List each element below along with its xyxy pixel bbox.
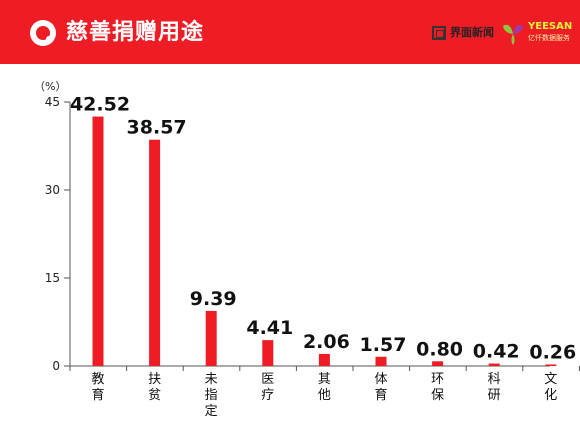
header-bar: 慈善捐赠用途 界面新闻 YEESAN 亿仟数据服务 — [0, 0, 580, 64]
data-label: 42.52 — [70, 94, 130, 116]
x-tick-label: 未指定 — [204, 372, 218, 419]
partner-subtitle: 亿仟数据服务 — [528, 34, 570, 42]
data-label: 9.39 — [190, 288, 237, 310]
y-axis-unit: （%） — [34, 80, 67, 93]
y-tick-label: 0 — [52, 359, 60, 373]
target-icon — [30, 20, 56, 46]
data-label: 0.80 — [416, 338, 463, 360]
x-tick-label: 体育 — [374, 372, 388, 403]
chart-title: 慈善捐赠用途 — [66, 20, 205, 45]
data-label: 1.57 — [360, 334, 407, 356]
y-tick-label: 30 — [45, 183, 60, 197]
data-label: 0.26 — [529, 341, 576, 363]
data-label: 0.42 — [473, 341, 520, 363]
bar — [375, 356, 387, 366]
data-label: 2.06 — [303, 331, 350, 353]
x-tick-label: 扶贫 — [148, 372, 162, 403]
y-tick-label: 45 — [45, 95, 60, 109]
x-tick-label: 医疗 — [261, 372, 275, 403]
x-tick-label: 教育 — [91, 372, 105, 403]
bar — [205, 310, 217, 366]
bar — [92, 116, 104, 366]
partner-name: YEESAN — [528, 21, 573, 32]
bar — [545, 364, 557, 366]
x-tick-label: 环保 — [431, 372, 445, 403]
yeesan-logo-icon — [503, 24, 523, 45]
x-tick-label: 其他 — [317, 372, 331, 403]
x-tick-label: 科研 — [487, 372, 501, 403]
bar — [318, 353, 330, 366]
bar — [262, 340, 274, 366]
bar — [432, 361, 444, 366]
jiemian-logo-icon — [432, 26, 446, 40]
y-tick-label: 15 — [45, 271, 60, 285]
data-label: 4.41 — [246, 317, 293, 339]
data-label: 38.57 — [127, 117, 187, 139]
brand-text: 界面新闻 — [450, 26, 494, 39]
bar — [488, 363, 500, 366]
x-tick-label: 文化 — [544, 372, 558, 403]
bar — [149, 139, 161, 366]
